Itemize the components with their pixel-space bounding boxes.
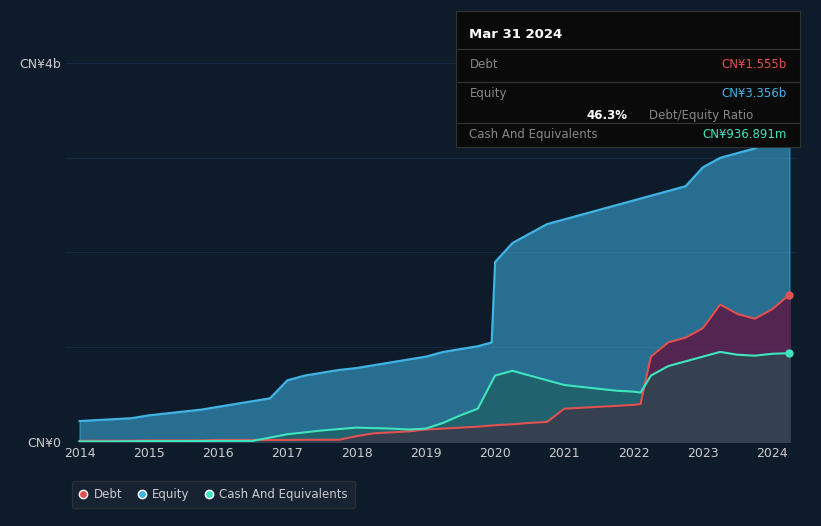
Text: CN¥936.891m: CN¥936.891m <box>702 128 787 141</box>
Legend: Debt, Equity, Cash And Equivalents: Debt, Equity, Cash And Equivalents <box>71 481 355 508</box>
Text: CN¥3.356b: CN¥3.356b <box>722 87 787 100</box>
Text: Debt: Debt <box>470 58 498 72</box>
Text: Cash And Equivalents: Cash And Equivalents <box>470 128 598 141</box>
Text: 46.3%: 46.3% <box>587 109 628 122</box>
Text: Debt/Equity Ratio: Debt/Equity Ratio <box>649 109 753 122</box>
Text: Equity: Equity <box>470 87 507 100</box>
Text: CN¥1.555b: CN¥1.555b <box>722 58 787 72</box>
Text: Mar 31 2024: Mar 31 2024 <box>470 28 562 42</box>
